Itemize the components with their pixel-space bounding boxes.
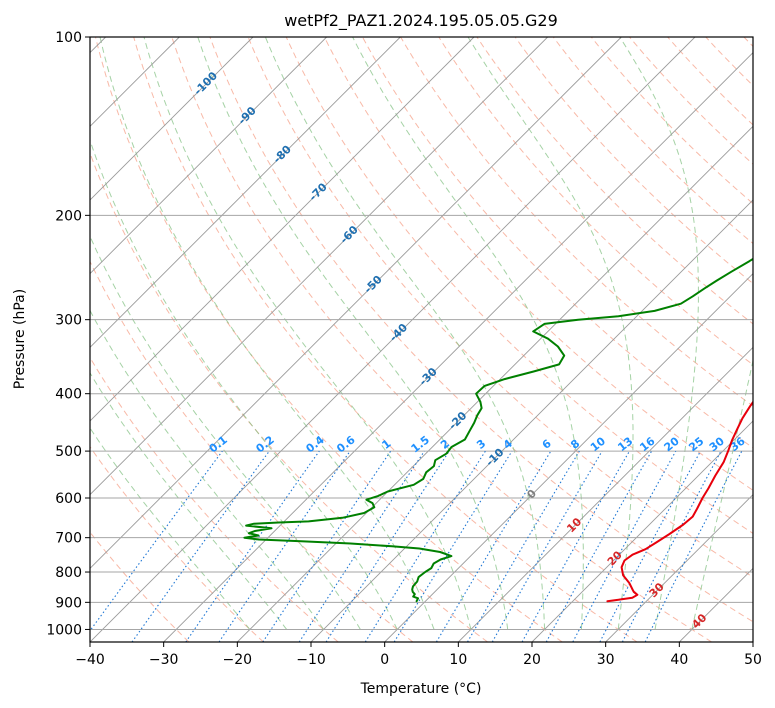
isotherm (90, 37, 401, 348)
mixing-ratio-line (131, 450, 270, 642)
x-tick-label: −20 (223, 652, 253, 668)
dry-adiabat (400, 37, 753, 407)
mixing-ratio-line (218, 450, 351, 642)
dry-adiabat (629, 37, 753, 165)
moist-adiabat (90, 427, 251, 630)
mixing-ratio-line (364, 450, 486, 642)
y-tick-label: 900 (55, 595, 82, 611)
isotherm (163, 52, 753, 642)
isotherm (531, 420, 753, 642)
moist-adiabat (90, 309, 324, 630)
isotherm (90, 37, 254, 201)
mixing-ratio-line (545, 450, 653, 642)
isotherm (90, 37, 327, 275)
y-tick-label: 600 (55, 491, 82, 507)
mixing-ratio-line (185, 450, 320, 642)
x-tick-label: −40 (75, 652, 105, 668)
moist-adiabat (619, 37, 699, 630)
isotherm (90, 37, 696, 642)
x-tick-label: 30 (597, 652, 615, 668)
y-tick-label: 100 (55, 30, 82, 46)
y-tick-label: 200 (55, 208, 82, 224)
x-tick-label: 40 (670, 652, 688, 668)
plot-background (90, 37, 753, 642)
y-tick-label: 500 (55, 444, 82, 460)
moist-adiabat (99, 37, 435, 630)
y-tick-label: 700 (55, 531, 82, 547)
y-axis-title: Pressure (hPa) (12, 289, 28, 389)
moist-adiabat (90, 138, 398, 630)
mixing-ratio-line (572, 450, 677, 642)
dry-adiabat (90, 445, 264, 642)
isotherm (458, 346, 753, 642)
plot-frame (89, 36, 754, 643)
moist-adiabat (143, 37, 472, 630)
mixing-ratio-line (393, 450, 513, 642)
y-tick-label: 400 (55, 387, 82, 403)
x-axis-title: Temperature (°C) (360, 681, 482, 697)
moist-adiabat (197, 37, 509, 630)
y-tick-label: 300 (55, 313, 82, 329)
y-tick-label: 1000 (46, 622, 82, 638)
chart-title: wetPf2_PAZ1.2024.195.05.05.G29 (284, 11, 558, 31)
moist-adiabat (467, 37, 634, 630)
dry-adiabat (476, 37, 753, 325)
dry-adiabat (133, 37, 638, 642)
x-tick-label: −10 (296, 652, 326, 668)
x-tick-label: 50 (744, 652, 762, 668)
mixing-ratio-line (90, 450, 223, 632)
temperature-line (606, 400, 753, 603)
isotherm (752, 641, 753, 642)
mixing-ratio-line (467, 450, 580, 642)
moist-adiabat (90, 371, 288, 630)
isotherm (90, 37, 475, 422)
x-tick-label: 10 (449, 652, 467, 668)
moist-adiabat (90, 235, 361, 630)
isotherm (90, 37, 622, 569)
profile-lines (243, 257, 753, 603)
isotherm (384, 273, 753, 642)
x-tick-label: 0 (380, 652, 389, 668)
background-lines (90, 37, 753, 642)
moist-adiabat (264, 37, 546, 630)
dry-adiabat (323, 37, 753, 491)
y-axis-ticks: 100 200 300 400 500 600 700 800 900 1000 (46, 30, 90, 638)
dry-adiabat (514, 37, 753, 285)
moist-adiabat (352, 37, 584, 630)
isotherm (310, 199, 753, 642)
dewpoint-line (243, 257, 753, 603)
mixing-ratio-line (491, 450, 603, 642)
y-tick-label: 800 (55, 565, 82, 581)
dry-adiabat (209, 37, 753, 623)
isotherm (90, 37, 548, 496)
moist-adiabat (691, 357, 753, 630)
dry-adiabat (247, 37, 753, 578)
x-tick-label: 20 (523, 652, 541, 668)
isotherm (237, 125, 753, 642)
mixing-ratio-line (435, 450, 552, 642)
x-axis-ticks: −40 −30 −20 −10 0 10 20 30 40 50 (75, 642, 762, 668)
x-tick-label: −30 (149, 652, 179, 668)
isotherm (605, 494, 753, 642)
mixing-ratio-line (521, 450, 630, 642)
